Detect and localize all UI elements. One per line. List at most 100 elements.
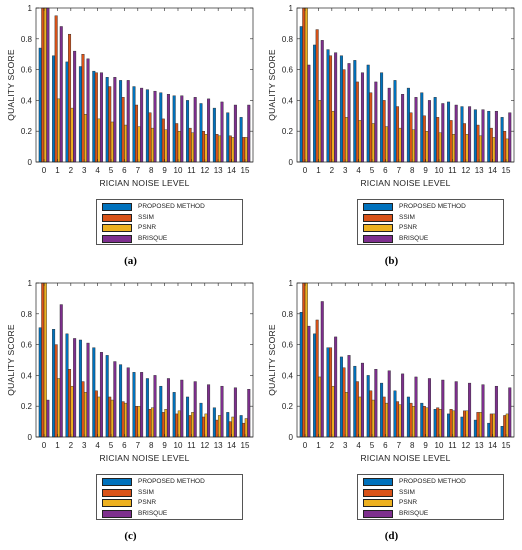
x-tick-label: 8 [149,441,154,450]
x-tick-label: 8 [410,441,415,450]
bar-ssim [409,112,413,163]
bar-proposed-method [186,100,190,163]
bar-proposed-method [447,413,451,438]
bar-ssim [396,106,400,163]
x-tick-label: 10 [435,441,444,450]
panel-caption: (b) [384,255,399,267]
bar-brisque [247,104,251,163]
bar-brisque [220,385,224,438]
y-tick-label: 0.6 [21,66,33,75]
bar-ssim [436,117,440,163]
bar-ssim [68,369,72,438]
bar-brisque [334,52,338,163]
bar-proposed-method [212,107,216,163]
bar-brisque [414,97,418,163]
bar-ssim [228,135,232,163]
bar-ssim [54,344,58,438]
bar-psnr [478,135,482,163]
y-tick-label: 0.2 [282,127,294,136]
bar-psnr [425,130,429,163]
bar-proposed-method [326,347,330,438]
bar-brisque [401,94,405,163]
bar-ssim [489,413,493,438]
x-tick-label: 4 [95,441,100,450]
y-tick-label: 0.4 [21,96,33,105]
bar-brisque [387,87,391,163]
x-tick-label: 7 [397,166,402,175]
bar-psnr [492,137,496,163]
bar-ssim [449,120,453,163]
x-tick-label: 14 [488,166,497,175]
bar-ssim [94,390,98,438]
x-tick-label: 2 [330,166,335,175]
plot-frame [296,7,515,163]
bar-brisque [86,342,90,438]
bar-brisque [140,87,144,163]
bar-ssim [355,81,359,163]
x-tick-label: 11 [448,441,457,450]
legend-label: PSNR [138,499,157,506]
x-tick-label: 11 [187,166,196,175]
bar-ssim [463,123,466,163]
y-tick-label: 1 [28,4,33,13]
legend-swatch [363,213,393,222]
x-tick-label: 15 [502,441,511,450]
bar-proposed-method [313,333,317,438]
bar-brisque [427,100,431,163]
y-tick-label: 0.6 [21,341,33,350]
y-tick-label: 0.8 [282,35,294,44]
bar-proposed-method [433,409,437,438]
bar-proposed-method [78,339,82,438]
bar-psnr [137,405,141,438]
legend-swatch [363,234,393,243]
bar-ssim [108,396,112,438]
bar-proposed-method [406,87,410,163]
bar-proposed-method [420,92,424,163]
bar-psnr [385,126,389,163]
bar-psnr [244,418,248,438]
plot-frame [35,282,254,438]
x-tick-label: 10 [174,166,183,175]
legend-swatch [363,509,393,518]
x-tick-label: 13 [475,441,484,450]
x-tick-label: 6 [122,441,127,450]
x-tick-label: 7 [397,441,402,450]
x-tick-label: 13 [475,166,484,175]
bar-ssim [228,421,232,438]
bar-ssim [121,401,125,438]
bar-brisque [166,94,170,163]
bar-ssim [148,112,152,163]
x-tick-label: 0 [42,166,47,175]
bar-psnr [164,409,168,438]
x-tick-label: 1 [55,441,60,450]
chart-panel-a: 0 0.2 0.4 0.6 0.8 1 0 1 2 3 4 5 6 7 8 9 10 11 12 13 14 15 RICI… [0,0,261,275]
bar-proposed-method [52,329,56,438]
bar-psnr [97,396,101,438]
bar-proposed-method [145,89,149,163]
bar-psnr [204,134,208,163]
panel-caption: (d) [384,530,399,542]
legend-swatch [102,499,132,507]
bar-ssim [121,97,125,163]
bar-brisque [193,97,197,163]
bar-proposed-method [172,95,176,163]
bar-brisque [320,40,324,163]
y-tick-label: 0.8 [21,310,33,319]
x-tick-label: 14 [488,441,497,450]
x-tick-label: 12 [461,441,470,450]
legend-label: BRISQUE [399,509,429,517]
bar-proposed-method [65,333,69,438]
bar-brisque [46,399,50,438]
bar-proposed-method [433,97,437,163]
bar-ssim [215,419,219,438]
bar-brisque [508,112,512,163]
bar-brisque [207,98,211,163]
bar-brisque [180,95,184,163]
bar-brisque [468,106,472,163]
x-tick-label: 8 [410,166,415,175]
y-tick-label: 1 [289,4,294,13]
bar-brisque [307,325,311,438]
bar-ssim [422,115,426,163]
bar-ssim [489,127,493,163]
bar-brisque [307,64,311,163]
